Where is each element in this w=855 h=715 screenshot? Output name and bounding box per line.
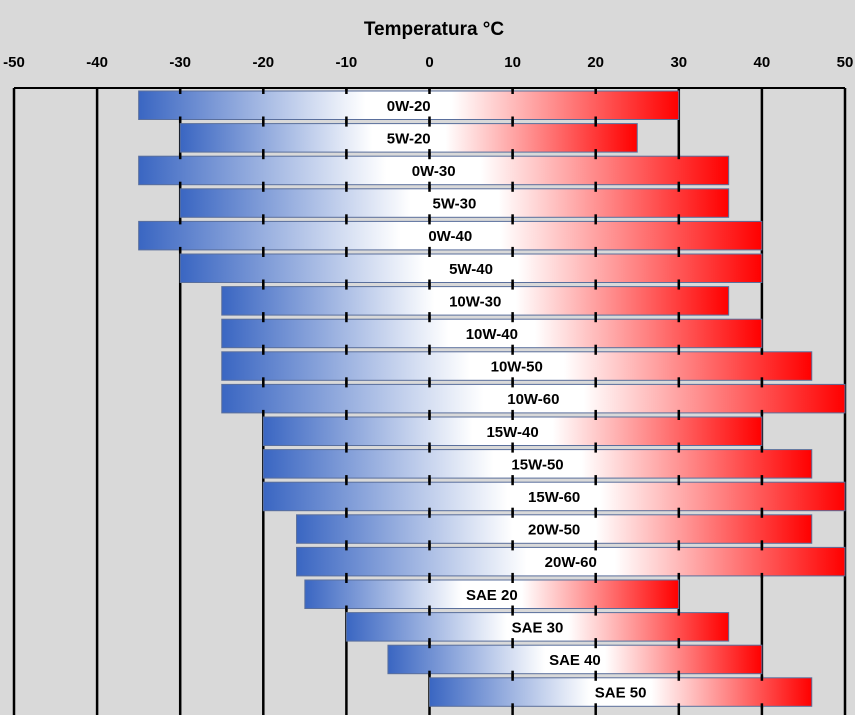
bar [138,220,763,251]
x-tick-label: 30 [670,54,687,71]
x-tick-label: 10 [504,54,521,71]
x-tick-label: 40 [754,54,771,71]
x-tick-label: -40 [86,54,108,71]
bar [179,188,730,218]
bar [179,123,638,153]
bar [262,481,846,512]
bar [138,90,680,120]
x-axis-ticks: -50 -40 -30 -20 -10 0 10 20 30 40 50 [3,54,853,71]
x-tick-label: 50 [837,54,854,71]
x-tick-label: -30 [169,54,191,71]
bar [429,677,813,707]
bar-label: 15W-60 [528,489,580,506]
bar-label: 20W-60 [545,554,597,571]
x-tick-label: 0 [425,54,433,71]
x-tick-label: -50 [3,54,25,71]
bar-label: SAE 20 [466,587,518,604]
bar-label: 15W-40 [486,424,538,441]
bar [221,286,730,316]
x-tick-label: -20 [252,54,274,71]
bar-label: 10W-50 [491,359,543,376]
bar [387,644,763,675]
bar [221,351,813,381]
bar-label: 0W-30 [412,163,456,180]
bar-label: 5W-30 [432,196,476,213]
bar [296,514,813,544]
bar [262,416,763,446]
bar-label: SAE 50 [595,685,647,702]
x-tick-label: 20 [587,54,604,71]
bar-label: 10W-60 [507,391,559,408]
bar [262,449,813,479]
bar-label: SAE 40 [549,652,601,669]
bar-label: 5W-40 [449,261,493,278]
bar [221,383,846,414]
bar-label: 10W-40 [466,326,518,343]
bar-label: 0W-20 [387,98,431,115]
x-tick-label: -10 [336,54,358,71]
bar [179,253,763,283]
bars: 0W-20 5W-20 0W-30 5W-30 0W-40 5W-40 10W-30 10W-… [138,89,846,709]
bar [296,546,846,577]
bar-label: 10W-30 [449,293,501,310]
bar-label: 0W-40 [428,228,472,245]
bar-label: 20W-50 [528,522,580,539]
bar [138,155,730,186]
chart-title: Temperatura °C [364,19,505,40]
bar [221,318,763,349]
bar-label: 5W-20 [387,130,431,147]
bar-label: SAE 30 [512,619,564,636]
bar-label: 15W-50 [511,456,563,473]
bar [345,612,730,642]
bar [304,579,680,609]
